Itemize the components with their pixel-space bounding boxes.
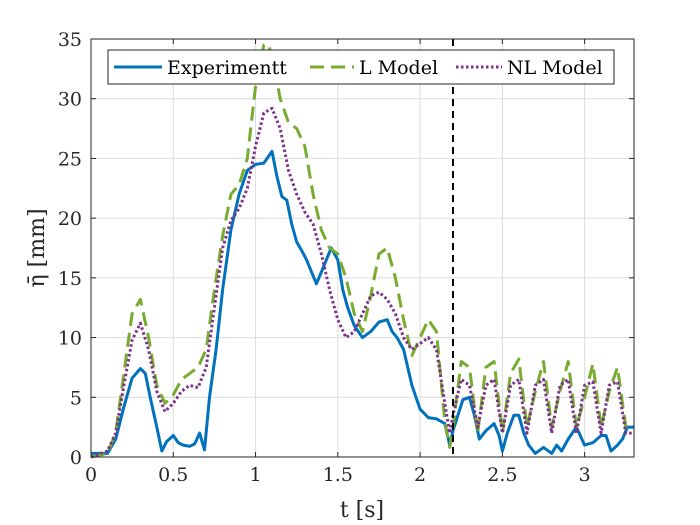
legend: Experimentt L Model NL Model <box>107 49 615 85</box>
legend-label-1: L Model <box>359 57 438 79</box>
y-tick-label: 10 <box>58 328 82 350</box>
series-line-0 <box>91 149 634 455</box>
x-tick-label: 0 <box>85 464 97 486</box>
plot-area <box>91 39 634 457</box>
plot-frame <box>90 38 635 458</box>
series-line-2 <box>90 106 634 459</box>
series-line-1 <box>90 43 634 459</box>
x-tick-label: 1 <box>249 464 261 486</box>
legend-box <box>107 49 615 85</box>
y-tick-label: 30 <box>58 89 82 111</box>
ticks <box>90 38 634 458</box>
y-tick-label: 5 <box>70 387 82 409</box>
y-axis-title: η̄ [mm] <box>25 208 50 287</box>
y-tick-label: 15 <box>58 268 82 290</box>
series-layer <box>90 43 634 459</box>
x-tick-label: 0.5 <box>158 464 188 486</box>
y-tick-label: 35 <box>58 29 82 51</box>
x-tick-label: 3 <box>579 464 591 486</box>
x-tick-label: 2.5 <box>487 464 517 486</box>
y-tick-label: 0 <box>70 447 82 469</box>
x-tick-label: 1.5 <box>323 464 353 486</box>
x-tick-label: 2 <box>414 464 426 486</box>
legend-label-0: Experimentt <box>167 57 287 79</box>
y-tick-label: 20 <box>58 208 82 230</box>
y-tick-label: 25 <box>58 148 82 170</box>
x-axis-title: t [s] <box>340 498 384 523</box>
legend-label-2: NL Model <box>507 57 603 79</box>
